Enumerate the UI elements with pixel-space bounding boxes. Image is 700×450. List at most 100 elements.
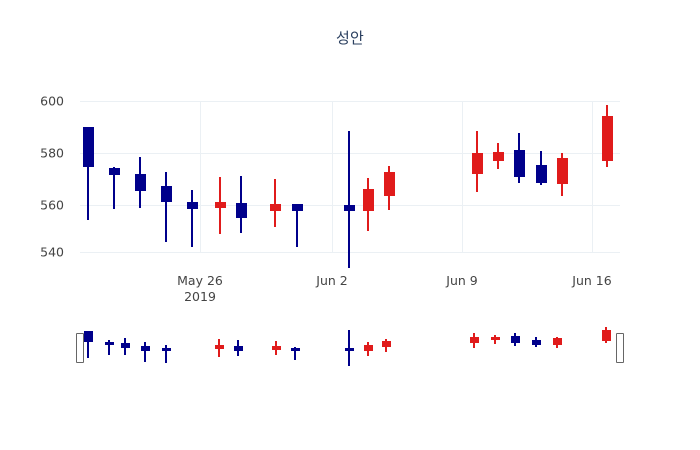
mini-candlestick bbox=[469, 326, 479, 378]
candlestick-wick bbox=[87, 127, 89, 220]
candlestick[interactable] bbox=[134, 101, 146, 252]
candlestick-body bbox=[362, 189, 374, 211]
mini-candlestick bbox=[120, 326, 130, 378]
candlestick[interactable] bbox=[362, 101, 374, 252]
candlestick[interactable] bbox=[186, 101, 198, 252]
range-slider-left-handle[interactable] bbox=[76, 333, 84, 363]
gridline-horizontal bbox=[80, 252, 620, 253]
candlestick-body bbox=[383, 172, 395, 196]
mini-candlestick-wick bbox=[165, 345, 167, 363]
chart-title: 성안 bbox=[335, 29, 364, 47]
candlestick-body bbox=[513, 150, 525, 177]
y-axis-tick-label: 540 bbox=[40, 244, 64, 260]
mini-candlestick bbox=[510, 326, 520, 378]
x-axis-tick-label: Jun 16 bbox=[572, 273, 612, 288]
candlestick[interactable] bbox=[513, 101, 525, 252]
candlestick-body bbox=[82, 127, 94, 167]
mini-candlestick-body bbox=[552, 338, 562, 345]
mini-candlestick-body bbox=[271, 346, 281, 350]
gridline-vertical bbox=[592, 101, 593, 252]
candlestick-body bbox=[134, 174, 146, 191]
candlestick[interactable] bbox=[269, 101, 281, 252]
candlestick-body bbox=[235, 203, 247, 218]
candlestick[interactable] bbox=[214, 101, 226, 252]
mini-candlestick bbox=[381, 326, 391, 378]
mini-candlestick-wick bbox=[294, 347, 296, 360]
mini-candlestick-wick bbox=[144, 342, 146, 362]
mini-candlestick bbox=[490, 326, 500, 378]
mini-candlestick-body bbox=[233, 346, 243, 351]
y-axis-tick-label: 560 bbox=[40, 197, 64, 213]
candlestick-body bbox=[556, 158, 568, 184]
range-slider-right-handle[interactable] bbox=[616, 333, 624, 363]
candlestick[interactable] bbox=[291, 101, 303, 252]
mini-candlestick-body bbox=[83, 331, 93, 342]
mini-candlestick bbox=[140, 326, 150, 378]
mini-candlestick bbox=[83, 326, 93, 378]
x-axis-tick-label: Jun 9 bbox=[446, 273, 478, 288]
mini-candlestick-body bbox=[601, 330, 611, 341]
mini-candlestick bbox=[161, 326, 171, 378]
x-axis-tick-label: May 26 2019 bbox=[177, 273, 223, 304]
candlestick-body bbox=[291, 204, 303, 211]
mini-candlestick-wick bbox=[87, 331, 89, 358]
candlestick-wick bbox=[113, 167, 115, 209]
mini-candlestick bbox=[552, 326, 562, 378]
gridline-horizontal bbox=[80, 101, 620, 102]
mini-candlestick bbox=[363, 326, 373, 378]
candlestick-body bbox=[186, 202, 198, 209]
candlestick[interactable] bbox=[556, 101, 568, 252]
candlestick[interactable] bbox=[535, 101, 547, 252]
candlestick-wick bbox=[348, 131, 350, 268]
candlestick[interactable] bbox=[343, 101, 355, 268]
gridline-horizontal bbox=[80, 153, 620, 154]
mini-candlestick-body bbox=[344, 348, 354, 351]
mini-candlestick-body bbox=[490, 337, 500, 340]
mini-candlestick-wick bbox=[108, 340, 110, 355]
main-plot-area bbox=[80, 101, 620, 268]
candlestick[interactable] bbox=[383, 101, 395, 252]
candlestick-body bbox=[108, 168, 120, 175]
x-axis-tick-label: Jun 2 bbox=[316, 273, 348, 288]
candlestick-body bbox=[471, 153, 483, 174]
mini-candlestick-body bbox=[120, 343, 130, 348]
gridline-vertical bbox=[332, 101, 333, 252]
candlestick-body bbox=[601, 116, 613, 161]
mini-candlestick-body bbox=[290, 348, 300, 351]
mini-candlestick bbox=[290, 326, 300, 378]
y-axis-tick-label: 580 bbox=[40, 145, 64, 161]
candlestick-wick bbox=[191, 190, 193, 247]
candlestick-body bbox=[492, 152, 504, 161]
mini-candlestick-body bbox=[381, 341, 391, 347]
candlestick[interactable] bbox=[492, 101, 504, 252]
candlestick-body bbox=[535, 165, 547, 183]
mini-candlestick bbox=[531, 326, 541, 378]
candlestick[interactable] bbox=[601, 101, 613, 252]
mini-candlestick-body bbox=[104, 342, 114, 345]
candlestick-wick bbox=[296, 204, 298, 247]
candlestick[interactable] bbox=[471, 101, 483, 252]
y-axis-tick-label: 600 bbox=[40, 93, 64, 109]
mini-candlestick-body bbox=[363, 345, 373, 351]
candlestick-wick bbox=[165, 172, 167, 242]
candlestick-body bbox=[214, 202, 226, 208]
candlestick-body bbox=[343, 205, 355, 211]
y-axis: 600 580 560 540 bbox=[0, 94, 72, 260]
gridline-vertical bbox=[462, 101, 463, 252]
mini-candlestick bbox=[214, 326, 224, 378]
range-slider[interactable] bbox=[80, 326, 620, 378]
mini-candlestick-body bbox=[214, 345, 224, 349]
candlestick[interactable] bbox=[108, 101, 120, 252]
mini-candlestick bbox=[233, 326, 243, 378]
mini-candlestick-body bbox=[531, 340, 541, 345]
mini-candlestick-body bbox=[140, 346, 150, 351]
mini-candlestick-body bbox=[510, 336, 520, 343]
candlestick[interactable] bbox=[160, 101, 172, 252]
mini-candlestick bbox=[104, 326, 114, 378]
mini-candlestick bbox=[344, 326, 354, 378]
candlestick[interactable] bbox=[235, 101, 247, 252]
candlestick[interactable] bbox=[82, 101, 94, 252]
candlestick-body bbox=[160, 186, 172, 202]
candlestick-wick bbox=[274, 179, 276, 227]
